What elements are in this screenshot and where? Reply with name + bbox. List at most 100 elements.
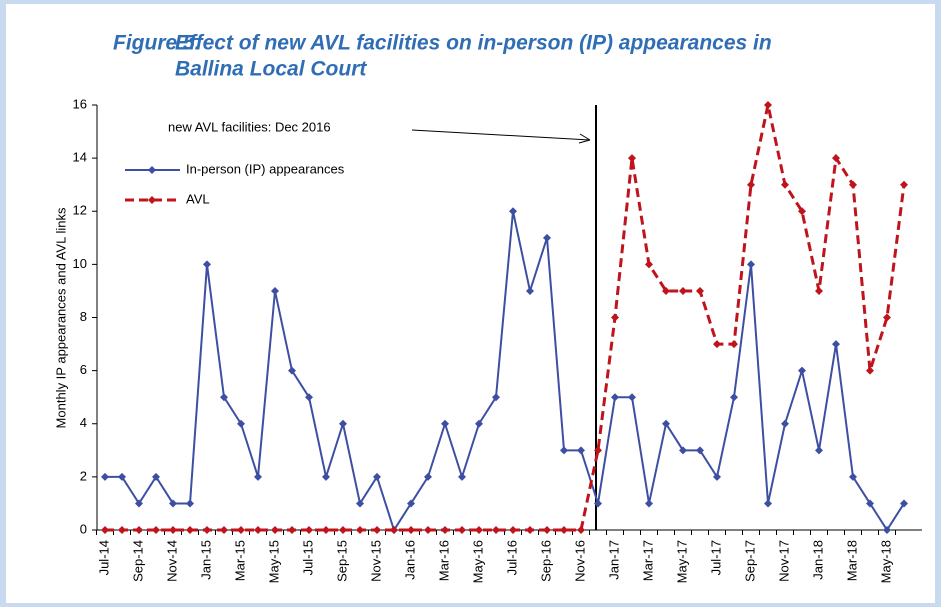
point bbox=[747, 260, 755, 269]
x-tick-label: May-15 bbox=[266, 540, 281, 583]
point bbox=[747, 180, 755, 189]
x-tick-label: Jul-14 bbox=[96, 540, 111, 575]
point bbox=[322, 526, 330, 534]
point bbox=[373, 526, 381, 534]
background bbox=[6, 4, 935, 603]
point bbox=[339, 526, 347, 534]
x-tick-label: Jul-15 bbox=[300, 540, 315, 575]
point bbox=[577, 526, 585, 534]
point bbox=[169, 499, 177, 508]
x-tick-label: Mar-15 bbox=[232, 540, 247, 581]
point bbox=[832, 340, 840, 349]
point bbox=[798, 366, 806, 375]
point bbox=[203, 526, 211, 534]
annotation: new AVL facilities: Dec 2016 bbox=[168, 119, 331, 134]
point bbox=[696, 286, 704, 295]
x-tick-label: Mar-16 bbox=[436, 540, 451, 581]
point bbox=[832, 154, 840, 163]
point bbox=[900, 180, 908, 189]
x-tick-label: Jan-17 bbox=[606, 540, 621, 580]
legend-marker bbox=[148, 166, 156, 174]
point bbox=[781, 419, 789, 428]
point bbox=[577, 446, 585, 455]
x-tick-label: May-18 bbox=[878, 540, 893, 583]
x-tick-label: Nov-14 bbox=[164, 540, 179, 582]
point bbox=[645, 260, 653, 269]
point bbox=[356, 526, 364, 534]
point bbox=[679, 286, 687, 295]
point bbox=[815, 286, 823, 295]
point bbox=[560, 526, 568, 534]
point bbox=[271, 286, 279, 295]
point bbox=[458, 526, 466, 534]
x-tick-label: Jul-16 bbox=[504, 540, 519, 575]
point bbox=[305, 526, 313, 534]
point bbox=[492, 393, 500, 402]
legend-label: In-person (IP) appearances bbox=[186, 161, 345, 176]
y-tick-label: 6 bbox=[80, 362, 87, 377]
y-tick-label: 8 bbox=[80, 309, 87, 324]
series-line bbox=[105, 211, 905, 533]
arrow-head bbox=[578, 133, 591, 144]
point bbox=[798, 207, 806, 216]
point bbox=[407, 499, 415, 508]
x-tick-label: May-16 bbox=[470, 540, 485, 583]
x-tick-label: Mar-17 bbox=[640, 540, 655, 581]
point bbox=[101, 472, 109, 481]
point bbox=[526, 286, 534, 295]
point bbox=[866, 499, 874, 508]
point bbox=[169, 526, 177, 534]
point bbox=[883, 526, 891, 534]
x-tick-label: Sep-17 bbox=[742, 540, 757, 582]
point bbox=[866, 366, 874, 375]
x-tick-label: Jan-15 bbox=[198, 540, 213, 580]
point bbox=[305, 393, 313, 402]
point bbox=[900, 499, 908, 508]
point bbox=[781, 180, 789, 189]
point bbox=[611, 313, 619, 322]
point bbox=[254, 472, 262, 481]
point bbox=[815, 446, 823, 455]
point bbox=[441, 419, 449, 428]
x-tick-label: Sep-16 bbox=[538, 540, 553, 582]
point bbox=[594, 446, 602, 455]
x-tick-label: May-17 bbox=[674, 540, 689, 583]
point bbox=[356, 499, 364, 508]
point bbox=[730, 393, 738, 402]
point bbox=[764, 499, 772, 508]
point bbox=[679, 446, 687, 455]
point bbox=[662, 286, 670, 295]
y-tick-label: 10 bbox=[73, 256, 87, 271]
point bbox=[118, 472, 126, 481]
x-tick-label: Sep-14 bbox=[130, 540, 145, 582]
y-tick-label: 4 bbox=[80, 415, 87, 430]
point bbox=[373, 472, 381, 481]
point bbox=[628, 154, 636, 163]
point bbox=[118, 526, 126, 534]
point bbox=[492, 526, 500, 534]
point bbox=[543, 526, 551, 534]
point bbox=[475, 526, 483, 534]
point bbox=[390, 526, 398, 534]
x-tick-label: Mar-18 bbox=[844, 540, 859, 581]
y-tick-label: 0 bbox=[80, 521, 87, 536]
y-tick-label: 16 bbox=[73, 96, 87, 111]
point bbox=[645, 499, 653, 508]
point bbox=[322, 472, 330, 481]
point bbox=[628, 393, 636, 402]
y-tick-label: 14 bbox=[73, 150, 87, 165]
point bbox=[186, 526, 194, 534]
x-tick-label: Jan-18 bbox=[810, 540, 825, 580]
point bbox=[458, 472, 466, 481]
point bbox=[560, 446, 568, 455]
point bbox=[543, 233, 551, 242]
point bbox=[441, 526, 449, 534]
chart-title: Ballina Local Court bbox=[175, 58, 367, 81]
point bbox=[152, 526, 160, 534]
point bbox=[883, 313, 891, 322]
x-tick-label: Sep-15 bbox=[334, 540, 349, 582]
point bbox=[237, 526, 245, 534]
point bbox=[203, 260, 211, 269]
x-tick-label: Nov-16 bbox=[572, 540, 587, 582]
x-tick-label: Nov-17 bbox=[776, 540, 791, 582]
